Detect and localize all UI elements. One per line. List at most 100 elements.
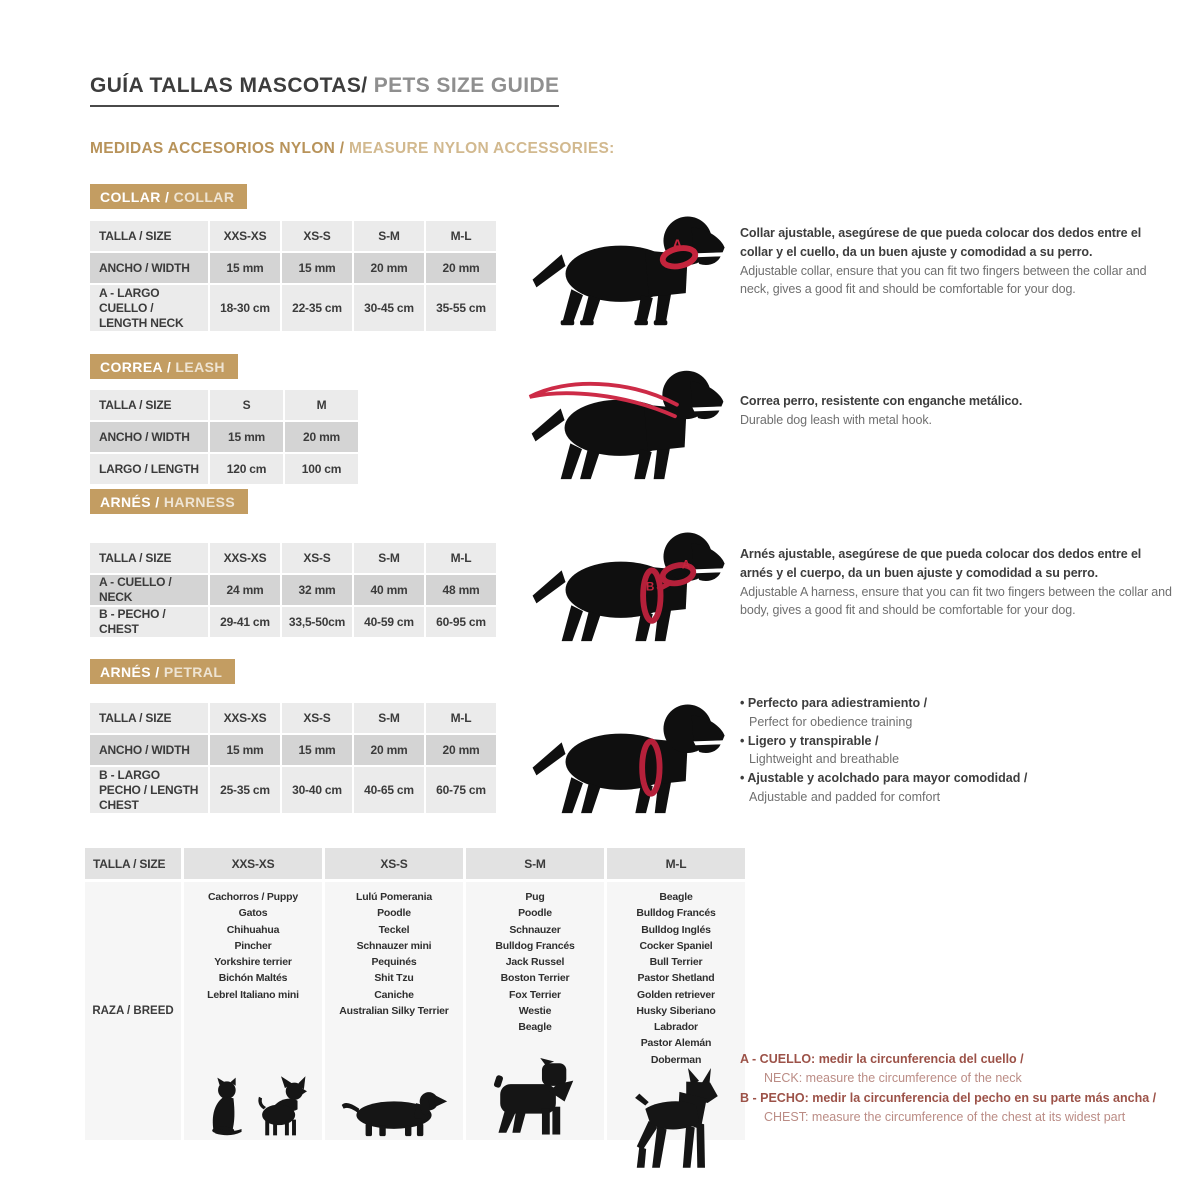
leash-length-label: LARGO / LENGTH (90, 454, 208, 484)
breed-names: Cachorros / Puppy Gatos Chihuahua Pincher Yo… (207, 891, 299, 1001)
breed-size-table: TALLA / SIZE XXS-XS XS-S S-M M-L RAZA / … (85, 848, 745, 1168)
collar-header-size: TALLA / SIZE (90, 221, 208, 251)
collar-description: Collar ajustable, asegúrese de que pueda… (740, 224, 1172, 299)
harness-header-m-l: M-L (426, 543, 496, 573)
page-subtitle: MEDIDAS ACCESORIOS NYLON / MEASURE NYLON… (90, 140, 615, 158)
collar-width-label: ANCHO / WIDTH (90, 253, 208, 283)
leash-header-s: S (210, 390, 283, 420)
petral-chest-value: 25-35 cm (210, 767, 280, 813)
harness-neck-value: 32 mm (282, 575, 352, 605)
measuring-notes: A - CUELLO: medir la circunferencia del … (740, 1050, 1180, 1128)
petral-badge-es: ARNÉS / (100, 664, 160, 680)
note-chest-en: CHEST: measure the circumference of the … (764, 1110, 1126, 1125)
leash-badge-en: LEASH (171, 359, 225, 375)
petral-header-s-m: S-M (354, 703, 424, 733)
dog-silhouette-harness-icon: A B (532, 532, 725, 642)
leash-width-label: ANCHO / WIDTH (90, 422, 208, 452)
collar-desc-es: Collar ajustable, asegúrese de que pueda… (740, 226, 1142, 259)
collar-header-xs-s: XS-S (282, 221, 352, 251)
harness-neck-label: A - CUELLO / NECK (90, 575, 208, 605)
collar-badge-es: COLLAR / (100, 189, 170, 205)
petral-chest-length-label: B - LARGO PECHO / LENGTH CHEST (90, 767, 208, 813)
breed-silhouettes-xxs-xs (199, 1076, 307, 1140)
harness-neck-value: 40 mm (354, 575, 424, 605)
breed-names: Beagle Bulldog Francés Bulldog Inglés Cocke… (636, 891, 716, 1066)
dachshund-silhouette-icon (341, 1092, 448, 1137)
leash-description: Correa perro, resistente con enganche me… (740, 392, 1172, 430)
petral-bullet-en: Adjustable and padded for comfort (749, 789, 941, 804)
note-neck-en: NECK: measure the circumference of the n… (764, 1071, 1022, 1086)
leash-badge-es: CORREA / (100, 359, 172, 375)
svg-text:A: A (672, 238, 683, 254)
harness-size-table: TALLA / SIZE XXS-XS XS-S S-M M-L A - CUE… (90, 543, 496, 637)
petral-bullet-es: • Perfecto para adiestramiento / (740, 696, 928, 710)
collar-size-table: TALLA / SIZE XXS-XS XS-S S-M M-L ANCHO /… (90, 221, 496, 331)
harness-chest-value: 40-59 cm (354, 607, 424, 637)
petral-width-value: 20 mm (426, 735, 496, 765)
breed-list-s-m: Pug Poodle Schnauzer Bulldog Francés Jack Ru… (466, 882, 604, 1140)
collar-header-xxs-xs: XXS-XS (210, 221, 280, 251)
petral-chest-value: 60-75 cm (426, 767, 496, 813)
schnauzer-silhouette-icon (493, 1058, 574, 1135)
petral-bullet-es: • Ajustable y acolchado para mayor comod… (740, 771, 1028, 785)
breed-list-m-l: Beagle Bulldog Francés Bulldog Inglés Cocke… (607, 882, 745, 1168)
petral-bullet-en: Perfect for obedience training (749, 714, 913, 729)
petral-section-badge: ARNÉS / PETRAL (90, 659, 236, 684)
collar-desc-en: Adjustable collar, ensure that you can f… (740, 263, 1147, 297)
petral-bullet-en: Lightweight and breathable (749, 752, 900, 767)
harness-section-badge: ARNÉS / HARNESS (90, 489, 249, 514)
petral-header-m-l: M-L (426, 703, 496, 733)
page-title-en: PETS SIZE GUIDE (367, 74, 560, 97)
breed-names: Pug Poodle Schnauzer Bulldog Francés Jack Ru… (495, 891, 575, 1034)
breed-header-m-l: M-L (607, 848, 745, 879)
harness-neck-value: 24 mm (210, 575, 280, 605)
collar-section-badge: COLLAR / COLLAR (90, 184, 248, 209)
collar-width-value: 20 mm (426, 253, 496, 283)
petral-chest-value: 40-65 cm (354, 767, 424, 813)
breed-header-xxs-xs: XXS-XS (184, 848, 322, 879)
page-subtitle-es: MEDIDAS ACCESORIOS NYLON / (90, 140, 345, 157)
collar-width-value: 15 mm (210, 253, 280, 283)
leash-length-value: 100 cm (285, 454, 358, 484)
petral-width-label: ANCHO / WIDTH (90, 735, 208, 765)
petral-badge-en: PETRAL (159, 664, 223, 680)
petral-chest-value: 30-40 cm (282, 767, 352, 813)
leash-section-badge: CORREA / LEASH (90, 354, 238, 379)
petral-feature-list: • Perfecto para adiestramiento / Perfect… (740, 694, 1180, 807)
collar-width-value: 20 mm (354, 253, 424, 283)
svg-text:A: A (682, 558, 691, 571)
page-title: GUÍA TALLAS MASCOTAS/ PETS SIZE GUIDE (90, 74, 560, 107)
leash-length-value: 120 cm (210, 454, 283, 484)
doberman-silhouette-icon (635, 1067, 718, 1168)
leash-size-table: TALLA / SIZE S M ANCHO / WIDTH 15 mm 20 … (90, 390, 358, 484)
harness-description: Arnés ajustable, asegúrese de que pueda … (740, 545, 1172, 620)
note-chest-es: B - PECHO: medir la circunferencia del p… (740, 1090, 1157, 1105)
harness-desc-es: Arnés ajustable, asegúrese de que pueda … (740, 547, 1142, 580)
petral-width-value: 15 mm (282, 735, 352, 765)
harness-chest-value: 29-41 cm (210, 607, 280, 637)
breed-list-xs-s: Lulú Pomerania Poodle Teckel Schnauzer mini… (325, 882, 463, 1140)
harness-header-xs-s: XS-S (282, 543, 352, 573)
harness-chest-value: 60-95 cm (426, 607, 496, 637)
leash-header-size: TALLA / SIZE (90, 390, 208, 420)
collar-neck-value: 22-35 cm (282, 285, 352, 331)
collar-header-s-m: S-M (354, 221, 424, 251)
breed-silhouettes-m-l (627, 1067, 725, 1174)
collar-neck-value: 30-45 cm (354, 285, 424, 331)
petral-width-value: 15 mm (210, 735, 280, 765)
petral-bullet-es: • Ligero y transpirable / (740, 733, 879, 748)
breed-header-s-m: S-M (466, 848, 604, 879)
collar-header-m-l: M-L (426, 221, 496, 251)
breed-list-xxs-xs: Cachorros / Puppy Gatos Chihuahua Pincher Yo… (184, 882, 322, 1140)
harness-badge-en: HARNESS (159, 494, 236, 510)
petral-width-value: 20 mm (354, 735, 424, 765)
breed-silhouettes-s-m (489, 1058, 581, 1140)
svg-text:B: B (646, 581, 654, 594)
harness-header-xxs-xs: XXS-XS (210, 543, 280, 573)
petral-header-xs-s: XS-S (282, 703, 352, 733)
breed-names: Lulú Pomerania Poodle Teckel Schnauzer mini… (339, 891, 449, 1017)
dog-silhouette-collar-icon: A (532, 216, 725, 326)
harness-chest-label: B - PECHO / CHEST (90, 607, 208, 637)
harness-neck-value: 48 mm (426, 575, 496, 605)
